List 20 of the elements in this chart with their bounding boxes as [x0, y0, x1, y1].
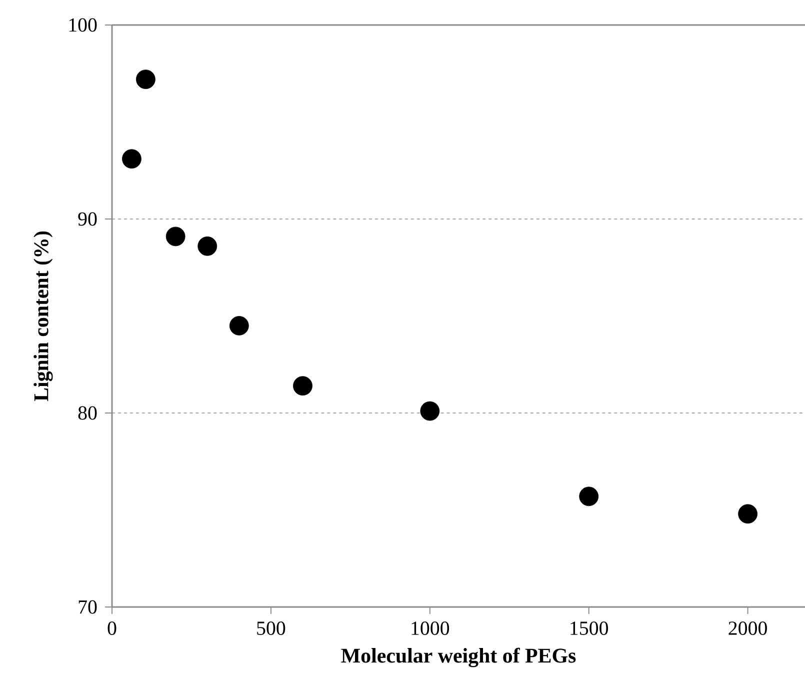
x-tick-label: 1000 [412, 622, 450, 635]
y-tick-label: 90 [78, 212, 97, 226]
point [579, 486, 599, 506]
point [293, 376, 312, 396]
x-tick-label: 1500 [570, 622, 608, 635]
point [738, 504, 758, 524]
x-tick-label: 2000 [728, 622, 767, 635]
y-tick-label: 80 [78, 406, 97, 420]
point [198, 236, 218, 256]
y-tick-label: 100 [69, 18, 97, 32]
x-tick-label: 0 [108, 622, 116, 635]
y-tick-label: 70 [78, 600, 97, 614]
y-axis-title: Lignin content (%) [34, 231, 53, 402]
point [136, 70, 156, 90]
x-tick-label: 500 [257, 622, 286, 635]
point [122, 149, 142, 169]
x-axis-title: Molecular weight of PEGs [341, 648, 576, 668]
point [420, 401, 440, 421]
point [229, 316, 249, 336]
point [166, 226, 186, 246]
